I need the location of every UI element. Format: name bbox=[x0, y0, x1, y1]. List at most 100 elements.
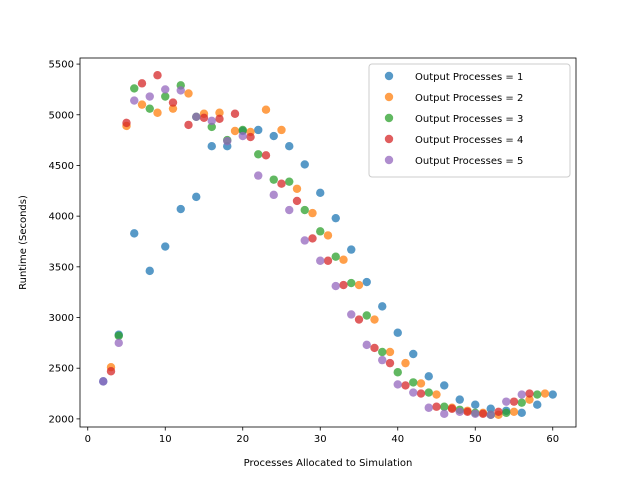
data-point-series-5 bbox=[254, 171, 263, 180]
data-point-series-4 bbox=[292, 196, 302, 206]
data-point-series-5 bbox=[223, 136, 232, 146]
axis-ticks: 0 10 20 30 40 50 60 2000 2500 3000 3500 4000 4500 500… bbox=[49, 60, 560, 445]
data-point-series-1 bbox=[145, 266, 154, 276]
data-point-series-4 bbox=[153, 71, 162, 80]
data-point-series-1 bbox=[362, 277, 371, 287]
data-point-series-5 bbox=[393, 380, 402, 389]
data-point-series-1 bbox=[316, 188, 325, 198]
data-point-series-4 bbox=[385, 358, 395, 368]
legend-label-series-4: Output Processes = 4 bbox=[415, 135, 523, 146]
data-point-series-2 bbox=[540, 389, 550, 398]
data-point-series-4 bbox=[447, 404, 457, 413]
data-point-series-5 bbox=[440, 409, 449, 419]
data-point-series-5 bbox=[130, 96, 139, 105]
data-point-series-4 bbox=[478, 409, 488, 419]
legend-marker-series-1 bbox=[384, 71, 394, 81]
x-tick-label: 30 bbox=[314, 434, 327, 445]
data-point-series-2 bbox=[168, 104, 178, 113]
data-point-series-4 bbox=[308, 234, 317, 243]
data-point-series-1 bbox=[254, 125, 263, 135]
data-point-series-5 bbox=[455, 407, 464, 416]
data-point-series-2 bbox=[184, 89, 193, 98]
data-point-series-2 bbox=[261, 105, 271, 114]
data-point-series-3 bbox=[517, 398, 526, 407]
data-point-series-3 bbox=[502, 408, 511, 418]
data-point-series-2 bbox=[525, 395, 534, 404]
legend-marker-series-3 bbox=[384, 113, 394, 123]
data-point-series-5 bbox=[161, 85, 170, 94]
legend-marker-series-2 bbox=[384, 92, 394, 102]
data-point-series-3 bbox=[362, 311, 371, 320]
x-tick-label: 10 bbox=[159, 434, 172, 445]
data-point-series-1 bbox=[192, 192, 201, 202]
data-point-series-1 bbox=[300, 160, 309, 169]
data-point-series-1 bbox=[331, 213, 340, 223]
data-point-series-5 bbox=[207, 116, 216, 126]
data-point-series-3 bbox=[316, 227, 325, 236]
data-point-series-5 bbox=[409, 388, 418, 397]
data-point-series-2 bbox=[215, 108, 224, 117]
data-point-series-3 bbox=[161, 92, 170, 101]
data-point-series-3 bbox=[207, 122, 216, 132]
data-point-series-5 bbox=[502, 397, 511, 406]
data-point-series-4 bbox=[137, 79, 147, 88]
x-tick-label: 0 bbox=[85, 434, 91, 445]
data-point-series-4 bbox=[230, 109, 240, 118]
data-point-series-4 bbox=[370, 343, 379, 353]
data-point-series-4 bbox=[106, 367, 116, 376]
legend: Output Processes = 1 Output Processes = 2… bbox=[368, 63, 571, 178]
y-tick-label: 5000 bbox=[49, 110, 74, 121]
data-point-series-5 bbox=[145, 92, 154, 101]
data-point-series-4 bbox=[277, 179, 286, 188]
data-point-series-1 bbox=[347, 245, 356, 254]
data-point-series-3 bbox=[300, 205, 309, 215]
y-tick-label: 4500 bbox=[49, 161, 74, 172]
data-point-series-5 bbox=[192, 112, 201, 121]
data-point-series-1 bbox=[409, 349, 418, 359]
data-point-series-3 bbox=[114, 331, 123, 340]
data-point-series-3 bbox=[285, 177, 294, 186]
data-point-series-4 bbox=[432, 402, 441, 411]
data-point-series-4 bbox=[261, 151, 271, 160]
data-point-series-2 bbox=[416, 379, 426, 388]
data-point-series-2 bbox=[277, 125, 286, 135]
legend-label-series-3: Output Processes = 3 bbox=[415, 114, 523, 125]
data-point-series-1 bbox=[207, 141, 216, 151]
data-point-series-3 bbox=[533, 390, 542, 399]
data-point-series-1 bbox=[269, 131, 278, 141]
legend-marker-series-4 bbox=[384, 134, 394, 144]
data-point-series-5 bbox=[486, 410, 495, 420]
data-point-series-4 bbox=[122, 118, 131, 128]
data-point-series-4 bbox=[416, 389, 426, 398]
data-point-series-4 bbox=[168, 98, 178, 107]
data-point-series-3 bbox=[378, 347, 387, 357]
legend-label-series-5: Output Processes = 5 bbox=[415, 156, 523, 167]
data-point-series-1 bbox=[455, 395, 464, 404]
data-point-series-5 bbox=[316, 256, 325, 265]
data-point-series-3 bbox=[393, 368, 402, 377]
data-point-series-1 bbox=[471, 400, 480, 409]
data-point-series-2 bbox=[292, 184, 302, 193]
data-point-series-2 bbox=[385, 347, 395, 357]
data-point-series-4 bbox=[509, 397, 519, 406]
data-point-series-4 bbox=[246, 132, 255, 142]
data-point-series-5 bbox=[99, 377, 108, 386]
data-point-series-2 bbox=[354, 280, 364, 290]
data-point-series-3 bbox=[347, 278, 356, 288]
data-point-series-1 bbox=[486, 404, 495, 413]
data-point-series-3 bbox=[409, 378, 418, 387]
data-point-series-1 bbox=[378, 302, 387, 311]
data-point-series-4 bbox=[401, 381, 410, 390]
data-point-series-5 bbox=[362, 340, 371, 350]
data-point-series-5 bbox=[517, 390, 526, 399]
data-point-series-5 bbox=[378, 355, 387, 365]
data-point-series-2 bbox=[323, 231, 333, 240]
data-point-series-4 bbox=[463, 407, 472, 416]
data-point-series-1 bbox=[176, 204, 185, 214]
data-point-series-1 bbox=[161, 242, 170, 251]
data-point-series-5 bbox=[347, 310, 356, 319]
data-point-series-2 bbox=[401, 358, 410, 368]
data-point-series-5 bbox=[471, 409, 480, 419]
data-point-series-3 bbox=[254, 150, 263, 159]
